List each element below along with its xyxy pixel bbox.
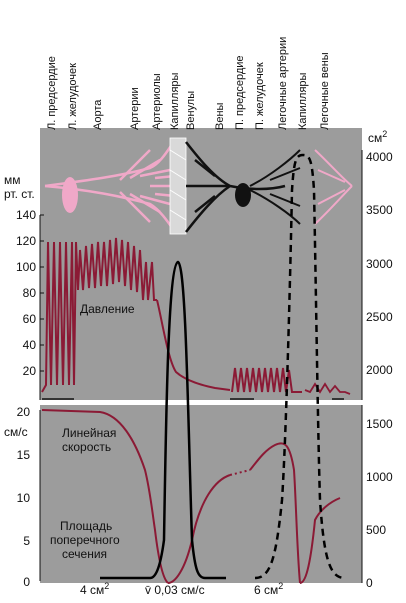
vessel-label: Капилляры: [169, 72, 181, 130]
velocity-axis: 20 см/с 15 10 5 0: [4, 405, 41, 589]
area-tick: 3500: [366, 203, 393, 217]
velocity-tick: 15: [17, 448, 31, 462]
area-tick: 2500: [366, 310, 393, 324]
area-annotation-line3: сечения: [62, 547, 107, 561]
vessel-label: П. предсердие: [234, 55, 246, 130]
pressure-annotation: Давление: [80, 302, 135, 316]
velocity-tick: 0: [23, 575, 30, 589]
upper-panel-background: [40, 128, 362, 400]
vena-cava-area-label: 6 см2: [254, 581, 283, 597]
aorta-area-label: 4 см2: [80, 581, 109, 597]
vessel-label: Артериолы: [151, 73, 163, 130]
area-tick: 0: [366, 576, 373, 590]
capillary-network: [169, 137, 187, 235]
area-unit: см2: [368, 129, 387, 145]
bottom-labels: 4 см2 v̄ 0,03 см/с 6 см2: [80, 581, 283, 597]
pulmonary-venous-tree: [314, 149, 353, 225]
pressure-curve: [41, 237, 351, 395]
venous-tree: [185, 141, 286, 233]
pressure-unit-line2: рт. ст.: [4, 187, 35, 201]
capillary-velocity-label: v̄ 0,03 см/с: [145, 583, 205, 597]
velocity-tick: 20: [17, 405, 31, 419]
pressure-tick: 80: [23, 286, 37, 300]
pressure-tick: 140: [16, 208, 36, 222]
area-tick: 2000: [366, 363, 393, 377]
area-tick: 1500: [366, 417, 393, 431]
vessel-label: Капилляры: [297, 72, 309, 130]
vessel-label: Аорта: [92, 99, 104, 130]
vessel-label: Вены: [214, 102, 226, 130]
area-tick: 500: [366, 523, 386, 537]
velocity-annotation-line2: скорость: [62, 440, 111, 454]
pressure-tick: 120: [16, 234, 36, 248]
pressure-tick: 100: [16, 260, 36, 274]
vessel-label: Л. желудочек: [67, 63, 79, 130]
area-annotation-line1: Площадь: [60, 519, 112, 533]
pressure-tick: 40: [23, 338, 37, 352]
area-tick: 3000: [366, 257, 393, 271]
pressure-tick: 60: [23, 312, 37, 326]
vessel-tree-illustration: [44, 137, 353, 235]
area-axis: см2 4000 3500 3000 2500 2000 1500 1000 5…: [361, 129, 393, 590]
area-tick: 1000: [366, 470, 393, 484]
vessel-label: П. желудочек: [254, 62, 266, 130]
pulmonary-arterial-tree: [249, 149, 301, 225]
left-ventricle-shape: [62, 177, 78, 213]
velocity-unit: см/с: [4, 425, 28, 439]
vessel-label: Артерии: [129, 87, 141, 130]
velocity-tick: 10: [17, 491, 31, 505]
pressure-unit-line1: мм: [4, 173, 21, 187]
area-tick: 4000: [366, 150, 393, 164]
area-annotation-line2: поперечного: [50, 533, 120, 547]
vessel-labels: Л. предсердие Л. желудочек Аорта Артерии…: [46, 37, 331, 130]
velocity-annotation-line1: Линейная: [62, 426, 116, 440]
vessel-label: Венулы: [185, 91, 197, 130]
velocity-tick: 5: [23, 534, 30, 548]
vessel-label: Легочные артерии: [277, 37, 289, 130]
annotations: Давление Линейная скорость Площадь попер…: [50, 302, 135, 561]
pressure-tick: 20: [23, 364, 37, 378]
lower-panel-background: [40, 405, 362, 583]
area-curve: [100, 153, 346, 580]
pressure-axis: мм рт. ст. 140 120 100 80 60 40 20: [4, 173, 44, 400]
right-atrium-shape: [235, 183, 251, 207]
vessel-label: Л. предсердие: [46, 56, 58, 130]
vessel-label: Легочные вены: [319, 52, 331, 130]
